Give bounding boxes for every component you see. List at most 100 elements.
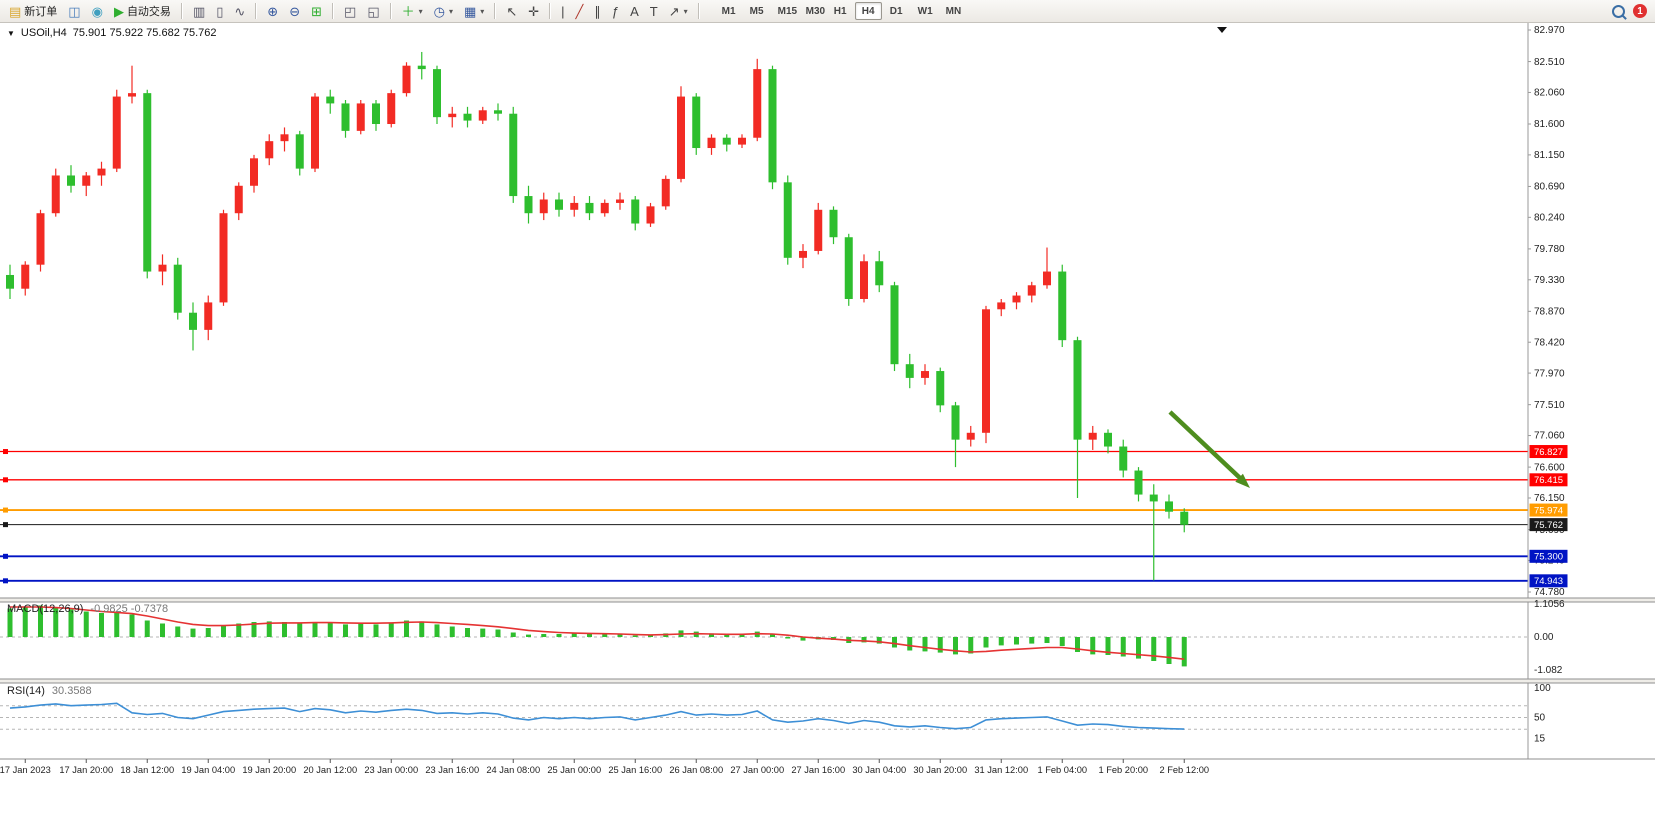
candlestick-chart-button[interactable]: ▯ — [211, 2, 228, 21]
toolbar-separator — [697, 3, 700, 19]
macd-histogram-bar — [724, 634, 730, 637]
macd-histogram-bar — [953, 637, 958, 655]
macd-histogram-bar — [327, 622, 333, 637]
indicators-button[interactable]: ▦ ▾ — [459, 2, 489, 21]
level-handle[interactable] — [3, 578, 8, 584]
text-icon: A — [630, 3, 639, 19]
chart-canvas[interactable]: 82.970 82.510 82.060 81.600 81.150 80.690 80.2… — [0, 23, 1655, 825]
bar-chart-button[interactable]: ▥ — [188, 2, 210, 21]
panel-separator[interactable] — [0, 598, 1655, 602]
candle-body — [173, 264, 182, 313]
zoom-in-button[interactable]: ⊕ — [262, 2, 283, 21]
timeframe-m1[interactable]: M1 — [715, 2, 742, 20]
profile-button[interactable]: ◉ — [87, 2, 108, 21]
rsi-value: 30.3588 — [51, 685, 92, 697]
candle-body — [860, 261, 868, 299]
candle-body — [356, 103, 365, 131]
new-chart-button[interactable]: ＋ ▾ — [397, 2, 428, 21]
level-handle[interactable] — [3, 449, 8, 455]
price-axis-label: 77.060 — [1534, 431, 1565, 442]
level-handle[interactable] — [3, 507, 8, 513]
candle-body — [250, 158, 258, 186]
line-chart-button[interactable]: ∿ — [229, 2, 250, 21]
cursor-button[interactable]: ↖ — [501, 2, 522, 21]
channel-button[interactable]: ∥ — [589, 2, 606, 21]
level-handle[interactable] — [3, 522, 8, 528]
candle-body — [311, 96, 319, 169]
text-button[interactable]: A — [625, 2, 644, 21]
search-icon[interactable] — [1612, 4, 1625, 18]
price-badge — [1529, 574, 1568, 588]
level-handle[interactable] — [3, 477, 8, 483]
candle-body — [890, 285, 899, 365]
timeframe-w1[interactable]: W1 — [911, 2, 938, 20]
candle-body — [1165, 501, 1173, 512]
macd-histogram-bar — [907, 637, 913, 651]
timeframe-m15[interactable]: M15 — [771, 2, 798, 20]
time-axis-label: 30 Jan 04:00 — [852, 765, 906, 775]
horizontal-levels[interactable] — [0, 449, 1528, 584]
crosshair-button[interactable]: ✛ — [523, 2, 544, 21]
timeframe-d1[interactable]: D1 — [883, 2, 910, 20]
price-badge-label: 75.974 — [1534, 505, 1563, 516]
macd-histogram-bar — [343, 624, 348, 637]
fibonacci-button[interactable]: ƒ — [607, 2, 624, 21]
candle-body — [814, 209, 823, 251]
time-axis: 17 Jan 2023 17 Jan 20:00 18 Jan 12:00 19 Ja… — [0, 758, 1655, 775]
notification-badge[interactable]: 1 — [1633, 4, 1647, 18]
timeframe-m5[interactable]: M5 — [743, 2, 770, 20]
candle-body — [722, 137, 731, 145]
timeframe-m30[interactable]: M30 — [799, 2, 826, 20]
tile-windows-icon: ⊞ — [311, 3, 323, 19]
panel-separator[interactable] — [0, 679, 1655, 683]
timeframe-mn[interactable]: MN — [939, 2, 966, 20]
auto-trading-button[interactable]: ▶ 自动交易 — [109, 2, 176, 21]
bar-chart-icon: ▥ — [192, 3, 206, 19]
toolbar-separator — [389, 3, 392, 19]
candle-body — [265, 141, 274, 159]
tile-windows-button[interactable]: ⊞ — [306, 2, 327, 21]
level-handle[interactable] — [3, 553, 8, 559]
trendline-button[interactable]: ╱ — [571, 2, 589, 21]
fibonacci-icon: ƒ — [611, 3, 620, 19]
zoom-out-button[interactable]: ⊖ — [284, 2, 305, 21]
macd-histogram-bar — [1029, 637, 1035, 644]
time-axis-label: 27 Jan 00:00 — [730, 765, 784, 775]
candle-body — [478, 110, 487, 121]
price-axis-label: 76.150 — [1534, 493, 1565, 504]
macd-histogram-bar — [495, 629, 501, 637]
candle-body — [509, 113, 518, 197]
timeframe-h1[interactable]: H1 — [827, 2, 854, 20]
timeframe-h4[interactable]: H4 — [854, 2, 882, 20]
rsi-name: RSI(14) — [7, 685, 45, 697]
rsi-line — [9, 702, 1185, 730]
candle-body — [768, 69, 777, 183]
text-label-button[interactable]: T — [645, 2, 663, 21]
time-axis-label: 17 Jan 20:00 — [59, 765, 113, 775]
macd-histogram-bar — [99, 613, 104, 637]
chart-shift-marker[interactable] — [1217, 27, 1227, 33]
candle-body — [1058, 271, 1067, 341]
one-click-trading-toggle[interactable]: ▼ — [7, 28, 15, 38]
candle-body — [585, 202, 594, 214]
toolbar-separator — [549, 3, 552, 19]
candle-body — [1104, 432, 1112, 447]
time-axis-label: 31 Jan 12:00 — [974, 765, 1028, 775]
trend-arrow[interactable] — [1168, 410, 1250, 488]
macd-histogram-bar — [480, 628, 486, 637]
periods-button[interactable]: ◷ ▾ — [429, 2, 458, 21]
cascade-windows-icon: ◰ — [344, 3, 357, 19]
shapes-button[interactable]: ↗ ▾ — [664, 2, 693, 21]
charts-window-button[interactable]: ◫ — [63, 2, 85, 21]
price-axis-label: 81.150 — [1534, 150, 1565, 161]
macd-histogram-bar — [1105, 637, 1111, 655]
candle-body — [829, 209, 838, 238]
vertical-line-button[interactable]: | — [556, 2, 569, 21]
auto-trading-icon: ▶ — [113, 3, 124, 19]
new-order-button[interactable]: ▤ 新订单 — [4, 2, 62, 21]
macd-histogram-bar — [937, 637, 943, 653]
cascade-windows-button[interactable]: ◰ — [339, 2, 361, 21]
cursor-icon: ↖ — [506, 3, 518, 19]
candle-body — [1180, 511, 1189, 525]
tile-horizontal-button[interactable]: ◱ — [362, 2, 384, 21]
